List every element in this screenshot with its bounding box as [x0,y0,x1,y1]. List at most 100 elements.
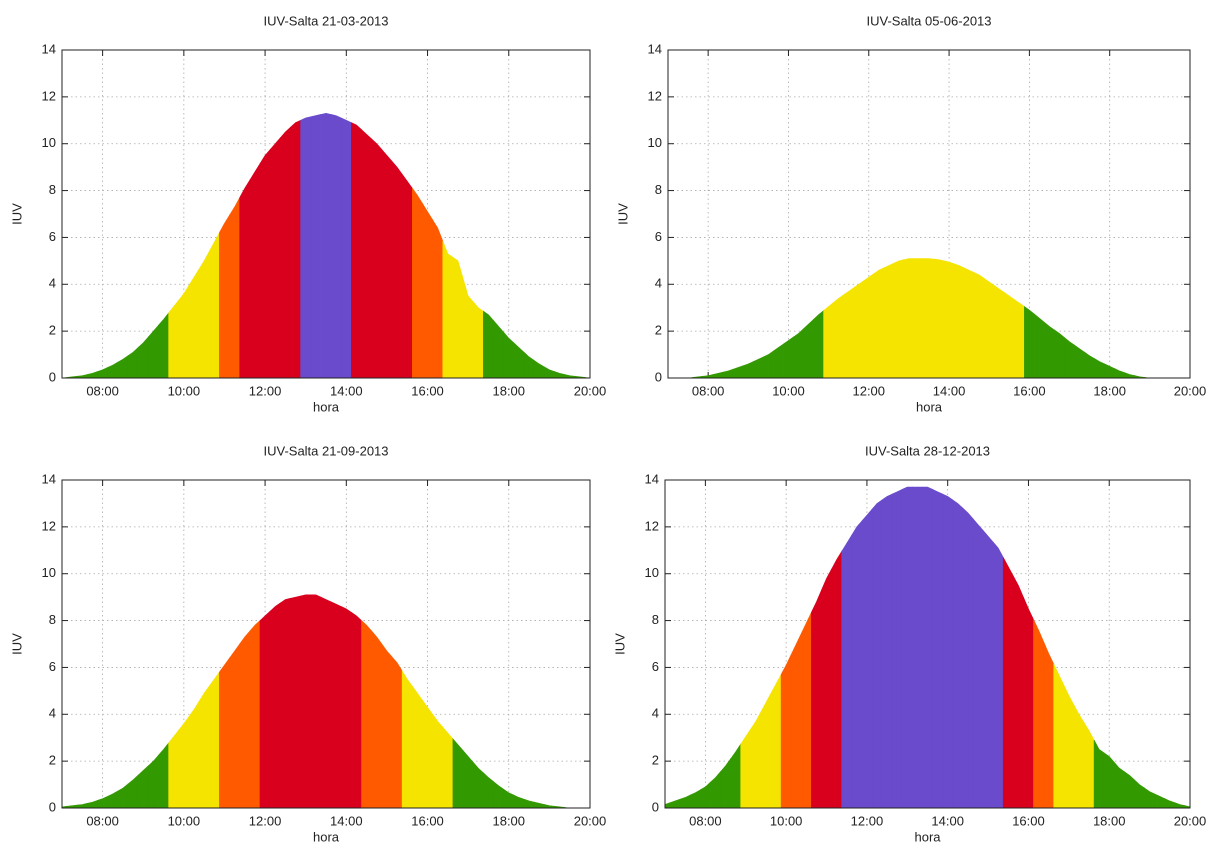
uv-area-slice [452,256,464,379]
uv-area-slice [992,541,1004,809]
uv-area-slice [320,112,332,379]
x-axis-label: hora [914,829,941,844]
uv-area-slice [208,232,220,379]
uv-area-slice [1074,344,1085,379]
uv-area-slice [107,361,119,379]
uv-area-slice [452,738,464,809]
uv-area-slice [722,368,734,379]
uv-area-slice [669,798,681,809]
uv-area-slice [853,280,865,379]
uv-area-slice [544,366,555,379]
uv-area-slice [1124,771,1135,809]
uv-area-slice [554,371,565,379]
uv-area-slice [1144,787,1155,809]
uv-area-slice [148,324,159,379]
uv-area-slice [1013,575,1024,809]
uv-area-slice [117,783,129,809]
uv-area-slice [300,116,312,379]
uv-area-slice [1154,793,1166,809]
y-axis-label: IUV [9,203,24,225]
uv-area-slice [1034,313,1045,379]
x-tick-label: 12:00 [851,813,884,828]
uv-area-slice [107,790,119,809]
y-tick-label: 2 [49,753,56,768]
uv-area-slice [523,798,535,809]
x-tick-label: 14:00 [933,383,966,398]
uv-area-slice [1114,368,1126,379]
uv-area-slice [422,202,433,379]
uv-area-slice [972,517,984,809]
uv-area-slice [432,218,444,379]
uv-area-slice [1103,752,1115,809]
uv-area-slice [87,371,98,379]
x-tick-label: 12:00 [249,383,282,398]
uv-area-slice [1093,739,1105,809]
y-tick-label: 6 [655,229,662,244]
uv-area-slice [881,493,893,809]
uv-area-slice [381,643,393,809]
uv-area-slice [381,148,393,379]
uv-area-slice [239,630,251,809]
uv-area-slice [1094,358,1105,379]
uv-area-slice [953,263,965,379]
x-tick-label: 08:00 [689,813,722,828]
uv-area-slice [310,114,322,379]
uv-area-slice [503,331,515,379]
uv-area-slice [351,611,362,809]
uv-area-slice [742,361,754,379]
uv-area-slice [913,258,925,379]
uv-area-slice [664,802,671,809]
y-axis-label: IUV [9,633,24,655]
uv-area-slice [219,657,230,809]
x-tick-label: 18:00 [492,813,525,828]
y-tick-label: 0 [49,369,56,384]
x-tick-label: 10:00 [168,813,201,828]
uv-area-slice [127,774,139,809]
uv-area-slice [732,365,744,379]
uv-area-slice [1174,802,1186,809]
uv-area-slice [821,568,832,809]
x-tick-label: 08:00 [86,383,119,398]
y-tick-label: 14 [648,41,662,56]
uv-area-slice [259,148,271,379]
uv-area-slice [1043,641,1054,809]
uv-area-slice [158,312,169,379]
uv-area-slice [1134,779,1145,809]
uv-area-slice [1084,351,1095,379]
plot-frame [664,479,1191,809]
x-tick-label: 14:00 [931,813,964,828]
x-tick-label: 20:00 [1174,383,1207,398]
subplot: IUV-Salta 21-03-2013 hora IUV 0 2 4 6 8 10 12 14 08… [9,13,606,414]
x-tick-label: 10:00 [770,813,803,828]
y-tick-label: 2 [655,323,662,338]
y-tick-label: 0 [652,799,659,814]
x-tick-label: 14:00 [330,383,363,398]
x-tick-label: 16:00 [1013,383,1046,398]
y-axis-label: IUV [612,633,627,655]
uv-area-slice [933,258,945,379]
uv-area-slice [280,597,291,809]
uv-area-slice [188,268,200,379]
uv-area-slice [300,594,312,809]
uv-area-slice [740,727,752,809]
uv-area-slice [871,499,883,809]
uv-area-slice [903,258,915,379]
uv-area-slice [973,272,985,379]
uv-area-slice [493,781,504,809]
uv-area-slice [720,757,731,809]
uv-area-slice [219,214,230,379]
uv-area-slice [198,685,210,809]
x-tick-label: 16:00 [411,383,444,398]
y-tick-label: 12 [645,518,659,533]
uv-area-slice [901,486,913,809]
uv-area-slice [873,267,885,379]
uv-area-slice [712,371,724,379]
uv-area-slice [993,284,1005,379]
uv-area-slice [280,126,291,379]
uv-area-slice [841,534,853,809]
x-tick-label: 12:00 [249,813,282,828]
uv-area-slice [462,278,474,379]
uv-area-slice [412,187,423,379]
x-tick-label: 20:00 [1174,813,1207,828]
uv-area-slice [330,601,342,809]
